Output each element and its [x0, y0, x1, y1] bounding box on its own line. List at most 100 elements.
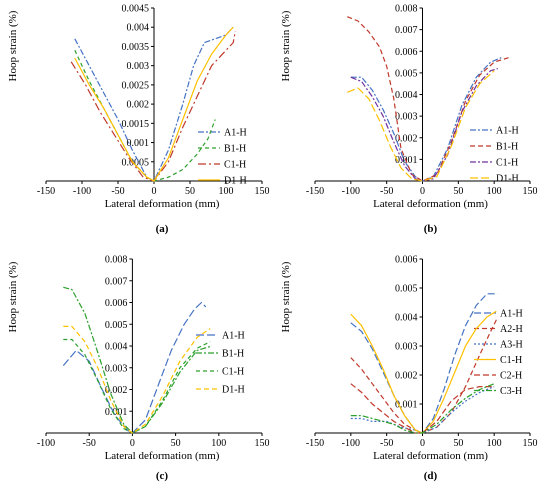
- y-axis-label: Hoop strain (%): [7, 261, 19, 332]
- legend-label-B1-H: B1-H: [496, 142, 518, 153]
- y-tick-label: 0.0025: [122, 80, 150, 91]
- y-axis-label: Hoop strain (%): [7, 10, 19, 81]
- x-tick-label: 150: [255, 438, 270, 449]
- legend-label-C1-H: C1-H: [222, 367, 244, 378]
- legend-label-D1-H: D1-H: [224, 176, 247, 187]
- legend-label-A2-H: A2-H: [500, 324, 523, 335]
- y-tick-label: 0.006: [395, 255, 418, 266]
- y-tick-label: 0.005: [395, 284, 418, 295]
- series-line-D1-H: [63, 325, 211, 434]
- x-tick-label: 100: [211, 438, 226, 449]
- series-line-C1-H: [350, 310, 497, 434]
- legend-label-A1-H: A1-H: [500, 309, 523, 320]
- x-tick-label: 150: [523, 186, 538, 197]
- legend-label-A1-H: A1-H: [496, 126, 519, 137]
- y-tick-label: 0.005: [395, 68, 418, 79]
- panel-caption: (b): [424, 223, 438, 235]
- x-tick-label: -100: [37, 438, 55, 449]
- y-tick-label: 0.005: [105, 320, 128, 331]
- series-line-C1-H: [350, 68, 498, 182]
- series-line-A1-H: [62, 301, 207, 434]
- x-tick-label: -150: [306, 438, 324, 449]
- legend-label-B1-H: B1-H: [224, 144, 246, 155]
- x-tick-label: 0: [420, 438, 425, 449]
- x-tick-label: -100: [73, 186, 91, 197]
- series-line-D1-H: [74, 26, 234, 182]
- x-tick-label: 150: [255, 186, 270, 197]
- y-tick-label: 0.006: [395, 47, 418, 58]
- legend-label-B1-H: B1-H: [222, 349, 244, 360]
- x-tick-label: 100: [487, 438, 502, 449]
- legend-label-A1-H: A1-H: [224, 128, 247, 139]
- y-tick-label: 0.002: [395, 133, 418, 144]
- x-tick-label: 150: [523, 438, 538, 449]
- legend-label-C3-H: C3-H: [500, 386, 522, 397]
- y-tick-label: 0.004: [395, 313, 418, 324]
- y-tick-label: 0.0035: [122, 42, 150, 53]
- x-tick-label: -150: [306, 186, 324, 197]
- x-axis-label: Lateral deformation (mm): [373, 198, 488, 210]
- y-tick-label: 0.003: [127, 61, 150, 72]
- x-axis-label: Lateral deformation (mm): [105, 450, 220, 462]
- y-tick-label: 0.006: [105, 298, 128, 309]
- x-tick-label: -100: [342, 186, 360, 197]
- y-tick-label: 0.001: [127, 138, 150, 149]
- y-tick-label: 0.0015: [122, 119, 150, 130]
- y-axis-label: Hoop strain (%): [280, 261, 292, 332]
- x-axis-label: Lateral deformation (mm): [373, 450, 488, 462]
- legend-label-D1-H: D1-H: [222, 385, 245, 396]
- legend-label-C2-H: C2-H: [500, 371, 522, 382]
- series-line-C1-H: [70, 30, 236, 182]
- x-tick-label: 50: [453, 438, 463, 449]
- x-tick-label: -100: [342, 438, 360, 449]
- series-line-B1-H: [63, 286, 213, 434]
- y-tick-label: 0.003: [105, 363, 128, 374]
- panel-caption: (d): [424, 470, 438, 482]
- y-tick-label: 0.0005: [122, 157, 150, 168]
- x-tick-label: -50: [111, 186, 124, 197]
- y-tick-label: 0.001: [395, 400, 418, 411]
- x-tick-label: -50: [380, 438, 393, 449]
- panel-caption: (c): [156, 470, 169, 482]
- y-axis-label: Hoop strain (%): [280, 10, 292, 81]
- y-tick-label: 0.002: [127, 100, 150, 111]
- x-axis-label: Lateral deformation (mm): [105, 198, 220, 210]
- x-tick-label: 0: [152, 186, 157, 197]
- x-tick-label: -50: [380, 186, 393, 197]
- chart-d: -150 -100 -50 0 50 100 150 0.001 0.002 0.003 0.004…: [280, 255, 538, 483]
- y-tick-label: 0.002: [105, 385, 128, 396]
- y-tick-label: 0.0045: [122, 4, 150, 15]
- series-line-A3-H: [350, 386, 495, 434]
- y-tick-label: 0.003: [395, 342, 418, 353]
- y-tick-label: 0.004: [105, 342, 128, 353]
- y-tick-label: 0.007: [395, 25, 418, 36]
- y-tick-label: 0.008: [395, 4, 418, 15]
- chart-a: -150 -100 -50 0 50 100 150 0.0005 0.001 0.0015 0.0…: [7, 4, 270, 236]
- series-line-A1-H: [74, 26, 234, 182]
- legend-label-A1-H: A1-H: [222, 331, 245, 342]
- y-tick-label: 0.004: [127, 23, 150, 34]
- series-line-C1-H: [63, 338, 211, 434]
- x-tick-label: 0: [420, 186, 425, 197]
- y-tick-label: 0.004: [395, 90, 418, 101]
- series-line-B1-H: [347, 16, 509, 182]
- x-tick-label: 100: [219, 186, 234, 197]
- x-tick-label: 50: [171, 438, 181, 449]
- y-tick-label: 0.003: [395, 112, 418, 123]
- x-tick-label: 100: [487, 186, 502, 197]
- chart-b: -150 -100 -50 0 50 100 1500.0010.0020.0030.004…: [280, 4, 538, 236]
- legend-label-A3-H: A3-H: [500, 340, 523, 351]
- series-line-C2-H: [350, 383, 495, 434]
- series-line-C3-H: [350, 383, 495, 434]
- panel-caption: (a): [156, 223, 169, 235]
- x-tick-label: 50: [453, 186, 463, 197]
- y-tick-label: 0.007: [105, 276, 128, 287]
- y-tick-label: 0.002: [395, 371, 418, 382]
- legend-label-C1-H: C1-H: [496, 158, 518, 169]
- x-tick-label: -150: [37, 186, 55, 197]
- legend-label-C1-H: C1-H: [224, 160, 246, 171]
- legend-label-C1-H: C1-H: [500, 355, 522, 366]
- x-tick-label: 50: [185, 186, 195, 197]
- x-tick-label: 0: [130, 438, 135, 449]
